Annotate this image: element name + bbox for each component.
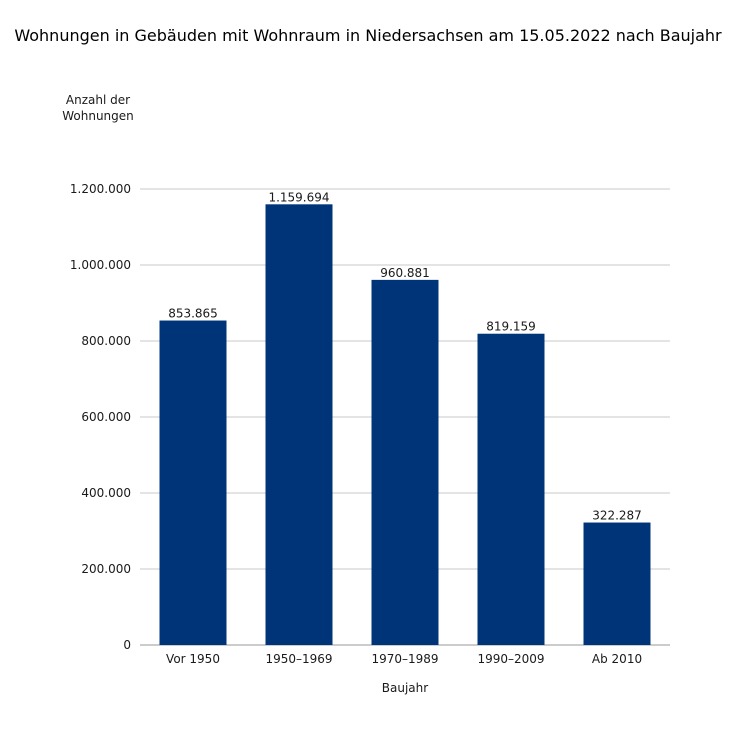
y-tick-label: 1.000.000 — [70, 258, 131, 272]
x-tick-label: Ab 2010 — [592, 652, 642, 666]
data-label: 853.865 — [168, 307, 218, 321]
bar — [265, 204, 333, 645]
x-tick-label: 1990–2009 — [477, 652, 544, 666]
y-tick-label: 800.000 — [81, 334, 131, 348]
data-label: 819.159 — [486, 320, 536, 334]
x-tick-labels: Vor 1950 1950–1969 1970–1989 1990–2009 Ab 20… — [166, 652, 642, 666]
y-tick-label: 0 — [123, 638, 131, 652]
value-labels: 853.865 1.159.694 960.881 819.159 322.287 — [168, 190, 642, 522]
y-axis-label-line: Wohnungen — [62, 109, 134, 123]
bar — [583, 522, 651, 645]
chart-title: Wohnungen in Gebäuden mit Wohnraum in Ni… — [14, 26, 722, 45]
y-tick-label: 400.000 — [81, 486, 131, 500]
bar — [477, 333, 545, 645]
y-tick-labels: 0 200.000 400.000 600.000 800.000 1.000.000 1.… — [70, 182, 131, 652]
bar — [371, 279, 439, 645]
y-axis-label: Anzahl der Wohnungen — [62, 93, 134, 123]
data-label: 322.287 — [592, 509, 642, 523]
y-tick-label: 1.200.000 — [70, 182, 131, 196]
x-tick-label: Vor 1950 — [166, 652, 220, 666]
data-label: 960.881 — [380, 266, 430, 280]
y-tick-label: 200.000 — [81, 562, 131, 576]
bar — [159, 320, 227, 645]
bars — [159, 204, 651, 645]
x-tick-label: 1970–1989 — [371, 652, 438, 666]
y-axis-label-line: Anzahl der — [66, 93, 130, 107]
x-axis-label: Baujahr — [382, 681, 428, 695]
data-label: 1.159.694 — [268, 190, 329, 204]
x-tick-label: 1950–1969 — [265, 652, 332, 666]
y-tick-label: 600.000 — [81, 410, 131, 424]
